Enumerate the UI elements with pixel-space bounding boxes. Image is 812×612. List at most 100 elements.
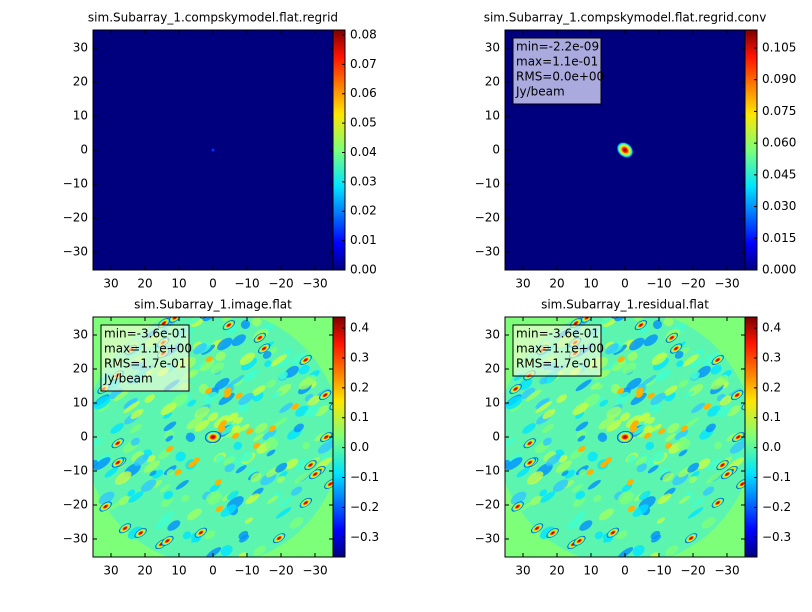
inner-blob — [586, 469, 594, 476]
x-tick-label: −20 — [680, 564, 705, 578]
inner-blob — [643, 432, 652, 439]
x-tick-label: 30 — [515, 277, 530, 291]
colorbar-tick-label: −0.1 — [350, 470, 379, 484]
speckle — [605, 343, 619, 355]
speckle — [630, 392, 647, 406]
speckle — [271, 390, 282, 399]
speckle — [542, 437, 552, 446]
colorbar-tick-label: 0.000 — [762, 263, 796, 277]
speckle — [240, 451, 253, 463]
edge-blob — [134, 528, 147, 538]
colorbar-tick-label: 0.060 — [762, 136, 796, 150]
speckle — [293, 423, 304, 433]
y-tick-label: 10 — [485, 109, 500, 123]
edge-blob — [711, 354, 724, 365]
edge-blob — [634, 320, 647, 331]
edge-blob — [523, 457, 536, 468]
y-tick-label: −10 — [475, 463, 500, 477]
speckle — [221, 423, 237, 435]
speckle — [231, 424, 242, 435]
speckle — [635, 456, 648, 466]
speckle — [594, 531, 604, 540]
source — [211, 148, 215, 152]
speckle — [278, 371, 288, 380]
speckle — [659, 467, 669, 475]
colorbar-tick-label: 0.01 — [350, 233, 377, 247]
speckle — [140, 479, 157, 492]
speckle — [619, 412, 631, 422]
speckle — [155, 516, 172, 530]
speckle — [714, 441, 723, 450]
speckle — [577, 435, 586, 442]
speckle — [262, 429, 277, 440]
y-tick-label: −20 — [475, 497, 500, 511]
speckle — [93, 459, 98, 470]
y-tick-label: 30 — [73, 41, 88, 55]
speckle — [707, 458, 723, 471]
x-tick-label: 0 — [209, 277, 217, 291]
speckle — [228, 412, 239, 422]
edge-blob — [324, 479, 333, 489]
speckle — [505, 457, 523, 471]
speckle — [662, 472, 674, 482]
speckle — [640, 412, 651, 422]
speckle — [650, 392, 666, 406]
speckle — [307, 395, 321, 406]
speckle — [220, 504, 237, 517]
inner-blob — [188, 461, 196, 468]
speckle — [118, 496, 130, 506]
speckle — [663, 385, 678, 397]
speckle — [193, 343, 207, 355]
speckle — [556, 394, 567, 403]
edge-blob — [309, 469, 322, 480]
edge-blob — [573, 535, 586, 546]
image — [505, 317, 745, 557]
speckle — [209, 483, 221, 493]
speckle — [149, 470, 157, 477]
speckle — [239, 352, 256, 366]
speckle — [510, 403, 522, 413]
edge-blob — [511, 501, 524, 512]
speckle — [545, 454, 561, 467]
speckle — [279, 496, 294, 507]
speckle — [618, 547, 634, 557]
speckle — [130, 437, 140, 446]
colorbar-tick-label: 0.4 — [350, 321, 369, 335]
speckle — [275, 462, 288, 473]
speckle — [159, 484, 171, 493]
speckle — [687, 462, 700, 473]
colorbar-tick-label: −0.2 — [350, 500, 379, 514]
colorbar-tick-label: 0.030 — [762, 199, 796, 213]
x-tick-label: 30 — [515, 564, 530, 578]
speckle — [587, 451, 598, 462]
inner-blob — [192, 457, 201, 464]
edge-blob — [523, 438, 536, 449]
speckle — [233, 441, 243, 451]
colorbar-tick-label: 0.015 — [762, 231, 796, 245]
speckle — [598, 416, 615, 430]
speckle — [160, 402, 177, 416]
speckle — [200, 359, 215, 372]
speckle — [705, 423, 716, 433]
stats-box — [512, 324, 602, 377]
y-tick-label: 20 — [73, 362, 88, 376]
colorbar-tick-label: 0.0 — [350, 440, 369, 454]
stats-box — [512, 37, 602, 105]
inner-blob — [253, 442, 261, 449]
inner-blob — [600, 461, 608, 468]
speckle — [163, 421, 177, 432]
inner-blob — [604, 457, 613, 464]
speckle — [314, 405, 329, 417]
x-tick-label: 0 — [621, 564, 629, 578]
speckle — [238, 530, 249, 540]
y-tick-label: −10 — [63, 463, 88, 477]
inner-blob — [205, 388, 213, 395]
speckle — [290, 486, 303, 496]
colorbar-tick-label: 0.05 — [350, 116, 377, 130]
speckle — [165, 435, 174, 442]
x-tick-label: 0 — [209, 564, 217, 578]
speckle — [593, 494, 602, 502]
edge-blob — [731, 390, 744, 401]
stats-line: max=1.1e+00 — [516, 342, 604, 356]
speckle — [186, 508, 202, 521]
